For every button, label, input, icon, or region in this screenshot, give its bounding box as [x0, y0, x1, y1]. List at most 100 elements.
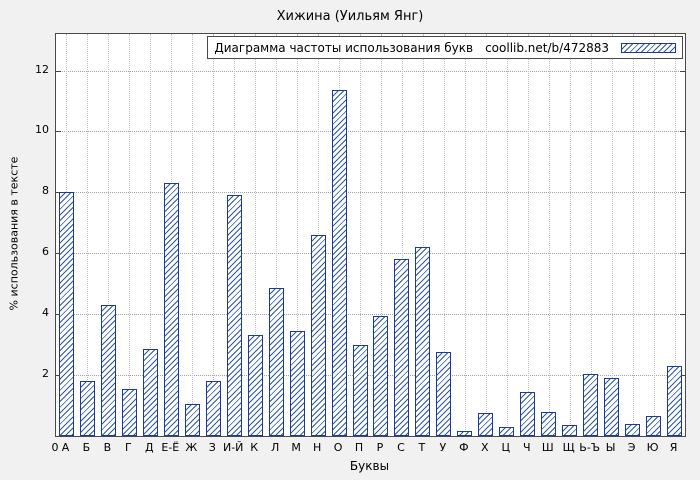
x-tick-label: Я: [669, 441, 678, 454]
bar: [142, 349, 158, 436]
x-gridline: [464, 34, 466, 436]
y-tick: [680, 253, 685, 255]
bar: [499, 427, 515, 436]
legend-swatch-icon: [621, 42, 676, 53]
y-tick: [680, 375, 685, 377]
y-tick: [680, 131, 685, 133]
x-tick-label: Ы: [605, 441, 616, 454]
x-axis-label: Буквы: [349, 459, 390, 473]
bar: [562, 425, 578, 436]
bar: [520, 392, 536, 436]
x-tick-label: Б: [82, 441, 91, 454]
bar: [268, 288, 284, 436]
y-tick: [680, 192, 685, 194]
x-gridline: [360, 34, 362, 436]
bar: [436, 352, 452, 436]
bar: [58, 192, 74, 436]
x-tick-label: Ю: [646, 441, 659, 454]
bar: [457, 431, 473, 436]
x-tick-label: А: [61, 441, 70, 454]
y-tick: [680, 314, 685, 316]
origin-tick-label: 0: [51, 441, 59, 454]
x-gridline: [401, 34, 403, 436]
x-tick-label: Е-Ё: [161, 441, 180, 454]
x-tick-label: Л: [271, 441, 280, 454]
bar: [541, 412, 557, 436]
x-gridline: [297, 34, 299, 436]
y-tick: [680, 70, 685, 72]
bar: [352, 345, 368, 436]
bar: [667, 366, 683, 436]
y-gridline: [56, 314, 685, 316]
x-tick-label: Н: [312, 441, 322, 454]
x-gridline: [548, 34, 550, 436]
y-tick: [56, 253, 61, 255]
x-tick-label: П: [354, 441, 364, 454]
y-tick-label: 4: [42, 306, 49, 320]
x-tick-label: Г: [125, 441, 132, 454]
x-tick-label: Ь-Ъ: [579, 441, 600, 454]
x-tick-label: К: [250, 441, 259, 454]
bar: [394, 259, 410, 436]
x-tick-label: В: [103, 441, 112, 454]
y-axis-label: % использования в тексте: [7, 156, 21, 311]
y-gridline: [56, 253, 685, 255]
x-tick-label: Ш: [541, 441, 554, 454]
x-gridline: [213, 34, 215, 436]
y-tick: [56, 70, 61, 72]
x-gridline: [653, 34, 655, 436]
x-gridline: [527, 34, 529, 436]
x-tick-label: Х: [481, 441, 489, 454]
bar: [226, 195, 242, 436]
x-gridline: [422, 34, 424, 436]
x-tick-label: Ф: [459, 441, 469, 454]
x-tick-label: Р: [376, 441, 384, 454]
x-tick-label: Ч: [522, 441, 531, 454]
bar: [331, 90, 347, 436]
x-gridline: [150, 34, 152, 436]
y-tick: [56, 131, 61, 133]
y-tick: [56, 192, 61, 194]
x-gridline: [192, 34, 194, 436]
x-tick-label: Д: [145, 441, 154, 454]
bar: [184, 404, 200, 436]
chart-title: Хижина (Уильям Янг): [276, 9, 424, 24]
x-gridline: [443, 34, 445, 436]
x-gridline: [674, 34, 676, 436]
bar: [79, 381, 95, 436]
y-tick: [56, 375, 61, 377]
y-tick-label: 12: [35, 62, 49, 76]
x-gridline: [276, 34, 278, 436]
bar: [583, 374, 599, 436]
legend-box: Диаграмма частоты использования букв coo…: [207, 36, 683, 59]
bar: [205, 381, 221, 436]
x-tick-label: О: [333, 441, 343, 454]
x-tick-label: И-Й: [222, 441, 244, 454]
bar: [121, 389, 137, 436]
bar: [604, 378, 620, 436]
x-gridline: [569, 34, 571, 436]
y-gridline: [56, 192, 685, 194]
bar: [289, 331, 305, 436]
x-gridline: [108, 34, 110, 436]
x-gridline: [87, 34, 89, 436]
y-tick-label: 10: [35, 123, 49, 137]
x-tick-label: Т: [418, 441, 426, 454]
x-gridline: [380, 34, 382, 436]
x-gridline: [590, 34, 592, 436]
y-gridline: [56, 70, 685, 72]
y-tick-label: 2: [42, 367, 49, 381]
bar: [310, 235, 326, 436]
legend-label: Диаграмма частоты использования букв: [214, 40, 474, 55]
bar: [625, 424, 641, 436]
bar: [373, 316, 389, 436]
plot-area: Диаграмма частоты использования букв coo…: [55, 33, 686, 437]
x-gridline: [506, 34, 508, 436]
x-gridline: [611, 34, 613, 436]
y-gridline: [56, 375, 685, 377]
x-gridline: [255, 34, 257, 436]
x-tick-label: У: [439, 441, 447, 454]
x-tick-label: Ж: [185, 441, 198, 454]
bar: [247, 335, 263, 436]
